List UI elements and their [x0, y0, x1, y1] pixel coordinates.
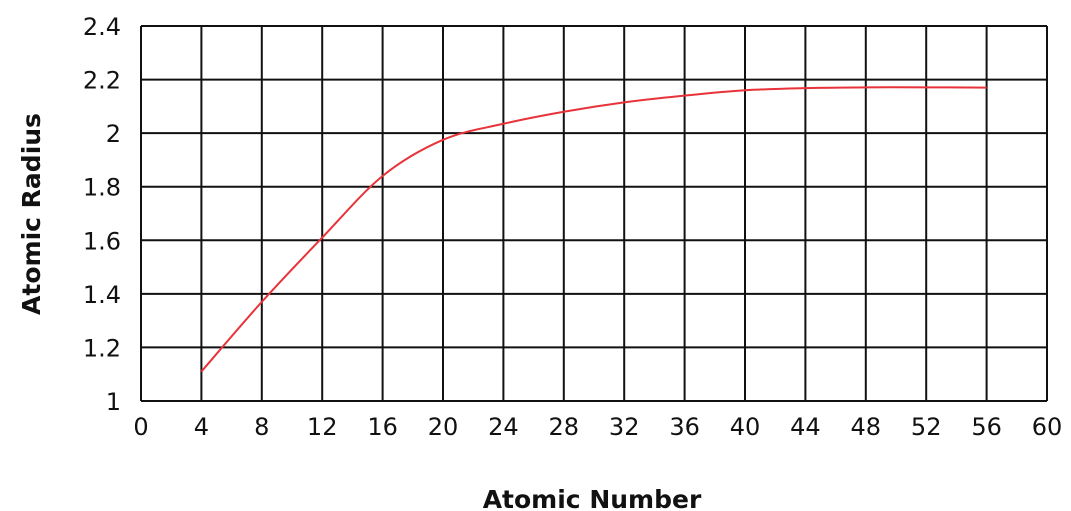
- x-tick-label: 32: [609, 413, 640, 441]
- x-tick-label: 56: [971, 413, 1002, 441]
- tick-labels: 0 4 8 12 16 20 24 28 32 36 40 44 48 52 56 6011.21.41.61…: [83, 13, 1062, 441]
- x-tick-label: 0: [133, 413, 148, 441]
- y-tick-label: 2.4: [83, 13, 121, 41]
- x-tick-label: 8: [254, 413, 269, 441]
- y-tick-label: 1.8: [83, 174, 121, 202]
- x-tick-label: 24: [488, 413, 519, 441]
- x-tick-label: 60: [1032, 413, 1063, 441]
- x-tick-label: 36: [669, 413, 700, 441]
- x-tick-label: 44: [790, 413, 821, 441]
- series-line: [200, 86, 987, 373]
- x-tick-label: 48: [851, 413, 882, 441]
- x-tick-label: 20: [428, 413, 459, 441]
- grid: [140, 25, 1048, 402]
- y-tick-label: 1: [106, 388, 121, 416]
- x-tick-label: 40: [730, 413, 761, 441]
- x-axis-title: Atomic Number: [483, 485, 702, 511]
- series-layer: [200, 86, 987, 373]
- y-tick-label: 1.2: [83, 334, 121, 362]
- y-tick-label: 2.2: [83, 67, 121, 95]
- x-tick-label: 28: [549, 413, 580, 441]
- x-tick-label: 16: [367, 413, 398, 441]
- y-axis-title: Atomic Radius: [17, 113, 46, 315]
- y-tick-label: 2: [106, 120, 121, 148]
- x-tick-label: 4: [194, 413, 209, 441]
- x-tick-label: 52: [911, 413, 942, 441]
- y-tick-label: 1.4: [83, 281, 121, 309]
- y-tick-label: 1.6: [83, 227, 121, 255]
- x-tick-label: 12: [307, 413, 338, 441]
